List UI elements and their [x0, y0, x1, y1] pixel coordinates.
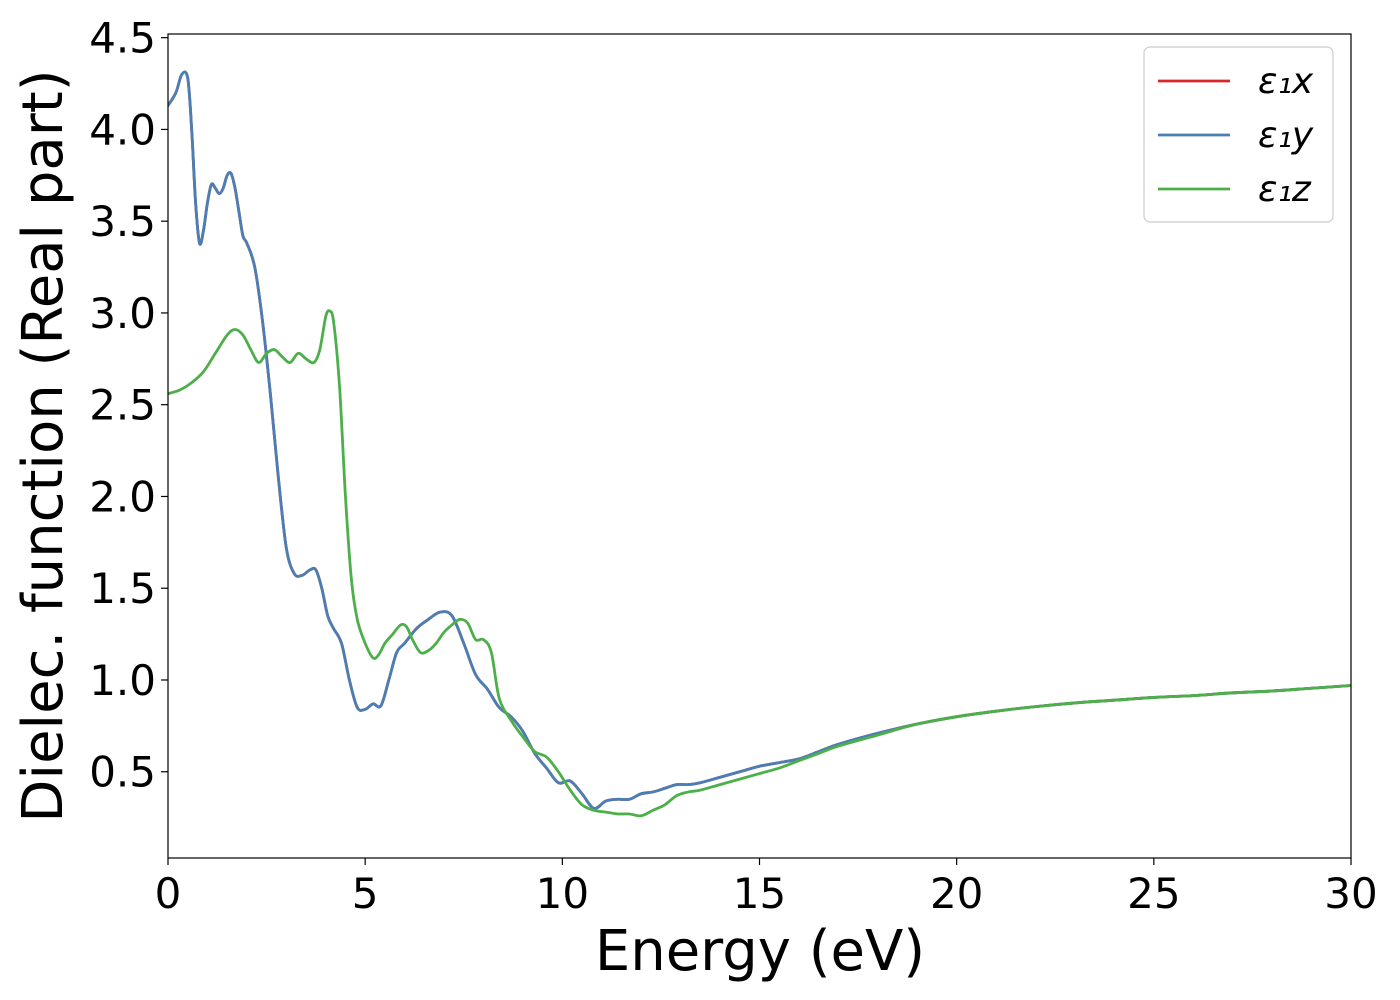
x-tick-label: 20 — [930, 869, 983, 918]
y-tick-label: 3.5 — [89, 197, 156, 246]
x-tick-label: 10 — [536, 869, 589, 918]
x-tick-label: 25 — [1127, 869, 1180, 918]
legend-label-3: ε₁z — [1258, 169, 1312, 210]
y-axis: 0.5 1.0 1.5 2.0 2.5 3.0 3.5 4.0 4.5 — [89, 14, 168, 797]
y-tick-label: 4.0 — [89, 105, 156, 154]
y-axis-label: Dielec. function (Real part) — [11, 69, 76, 822]
x-tick-label: 0 — [155, 869, 182, 918]
series-line-3 — [168, 309, 1351, 818]
y-tick-label: 2.0 — [89, 472, 156, 521]
legend: ε₁x ε₁y ε₁z — [1143, 46, 1334, 223]
x-tick-label: 5 — [352, 869, 379, 918]
y-tick-label: 3.0 — [89, 289, 156, 338]
y-tick-label: 2.5 — [89, 381, 156, 430]
legend-label-2: ε₁y — [1258, 115, 1314, 156]
x-axis-label: Energy (eV) — [595, 919, 925, 984]
legend-label-1: ε₁x — [1258, 61, 1314, 102]
series-line-2 — [168, 70, 1351, 810]
y-tick-label: 4.5 — [89, 14, 156, 63]
legend-box — [1143, 46, 1334, 223]
y-tick-label: 0.5 — [89, 748, 156, 797]
x-axis: 0 5 10 15 20 25 30 — [155, 858, 1378, 918]
x-tick-label: 30 — [1324, 869, 1377, 918]
y-tick-label: 1.5 — [89, 564, 156, 613]
y-tick-label: 1.0 — [89, 656, 156, 705]
x-tick-label: 15 — [733, 869, 786, 918]
series-layer — [168, 70, 1351, 818]
